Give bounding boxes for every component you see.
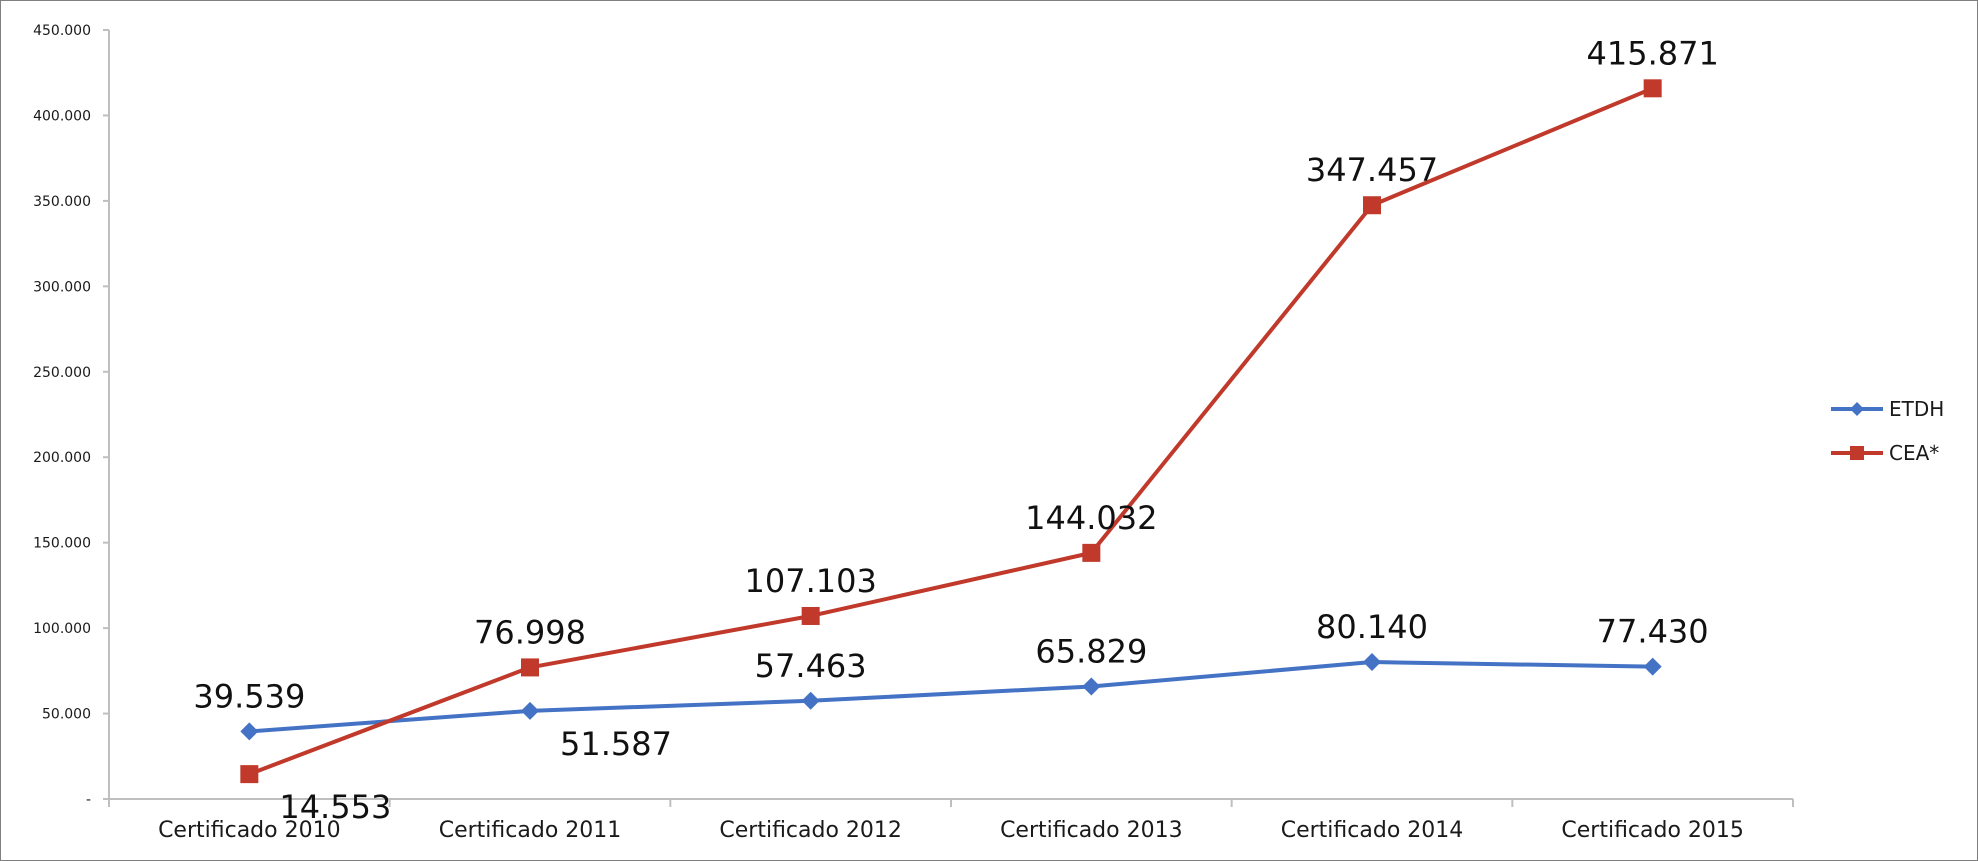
data-label: 57.463 bbox=[755, 647, 867, 685]
legend-item: ETDH bbox=[1831, 397, 1944, 421]
series-line-cea bbox=[248, 86, 1654, 776]
data-point-marker bbox=[801, 606, 820, 625]
y-tick-label: 250.000 bbox=[33, 365, 91, 381]
data-point-marker bbox=[1082, 543, 1101, 562]
data-point-marker bbox=[240, 765, 259, 784]
x-tick-label: Certificado 2012 bbox=[719, 818, 902, 843]
data-label: 14.553 bbox=[279, 788, 391, 826]
legend-label: ETDH bbox=[1889, 397, 1944, 421]
data-point-marker bbox=[1643, 79, 1662, 98]
data-label: 107.103 bbox=[745, 562, 877, 600]
data-label: 347.457 bbox=[1306, 151, 1438, 189]
data-point-marker bbox=[1082, 677, 1101, 696]
y-tick-label: 300.000 bbox=[33, 279, 91, 295]
data-labels: 39.539 51.587 57.463 65.829 80.140 77.430 14.5… bbox=[193, 34, 1718, 826]
x-tick-label: Certificado 2013 bbox=[1000, 818, 1183, 843]
data-point-marker bbox=[521, 658, 539, 677]
x-tick-label: Certificado 2014 bbox=[1281, 818, 1464, 843]
x-tick-label: Certificado 2011 bbox=[439, 818, 622, 843]
legend-item: CEA* bbox=[1831, 441, 1939, 465]
legend-marker bbox=[1850, 402, 1864, 416]
data-point-marker bbox=[1643, 657, 1662, 676]
y-tick-label: 200.000 bbox=[33, 450, 91, 466]
y-tick-label: 400.000 bbox=[33, 108, 91, 124]
data-label: 80.140 bbox=[1316, 608, 1428, 646]
legend-marker bbox=[1850, 446, 1864, 460]
y-tick-label: - bbox=[86, 792, 91, 808]
y-tick-label: 150.000 bbox=[33, 536, 91, 552]
data-label: 415.871 bbox=[1587, 34, 1719, 72]
legend: ETDH CEA* bbox=[1831, 397, 1944, 465]
y-tick-label: 450.000 bbox=[33, 23, 91, 39]
data-label: 39.539 bbox=[193, 677, 305, 715]
data-point-marker bbox=[240, 722, 259, 741]
data-point-marker bbox=[1363, 653, 1381, 672]
y-tick-label: 100.000 bbox=[33, 621, 91, 637]
data-point-marker bbox=[521, 701, 539, 720]
data-label: 144.032 bbox=[1025, 499, 1157, 537]
data-label: 76.998 bbox=[474, 613, 586, 651]
y-tick-label: 350.000 bbox=[33, 194, 91, 210]
data-label: 65.829 bbox=[1035, 633, 1147, 671]
axes: - 50.000 100.000 150.000 200.000 250.000 300.0… bbox=[33, 23, 1794, 843]
x-tick-label: Certificado 2015 bbox=[1561, 818, 1744, 843]
x-tick-label: Certificado 2010 bbox=[158, 818, 341, 843]
y-tick-label: 50.000 bbox=[42, 707, 91, 723]
data-point-marker bbox=[801, 691, 820, 710]
series-line-etdh bbox=[249, 660, 1653, 734]
legend-label: CEA* bbox=[1889, 441, 1939, 465]
series-layer bbox=[240, 79, 1662, 784]
data-label: 51.587 bbox=[560, 725, 672, 763]
data-label: 77.430 bbox=[1597, 613, 1709, 651]
data-point-marker bbox=[1363, 196, 1381, 215]
